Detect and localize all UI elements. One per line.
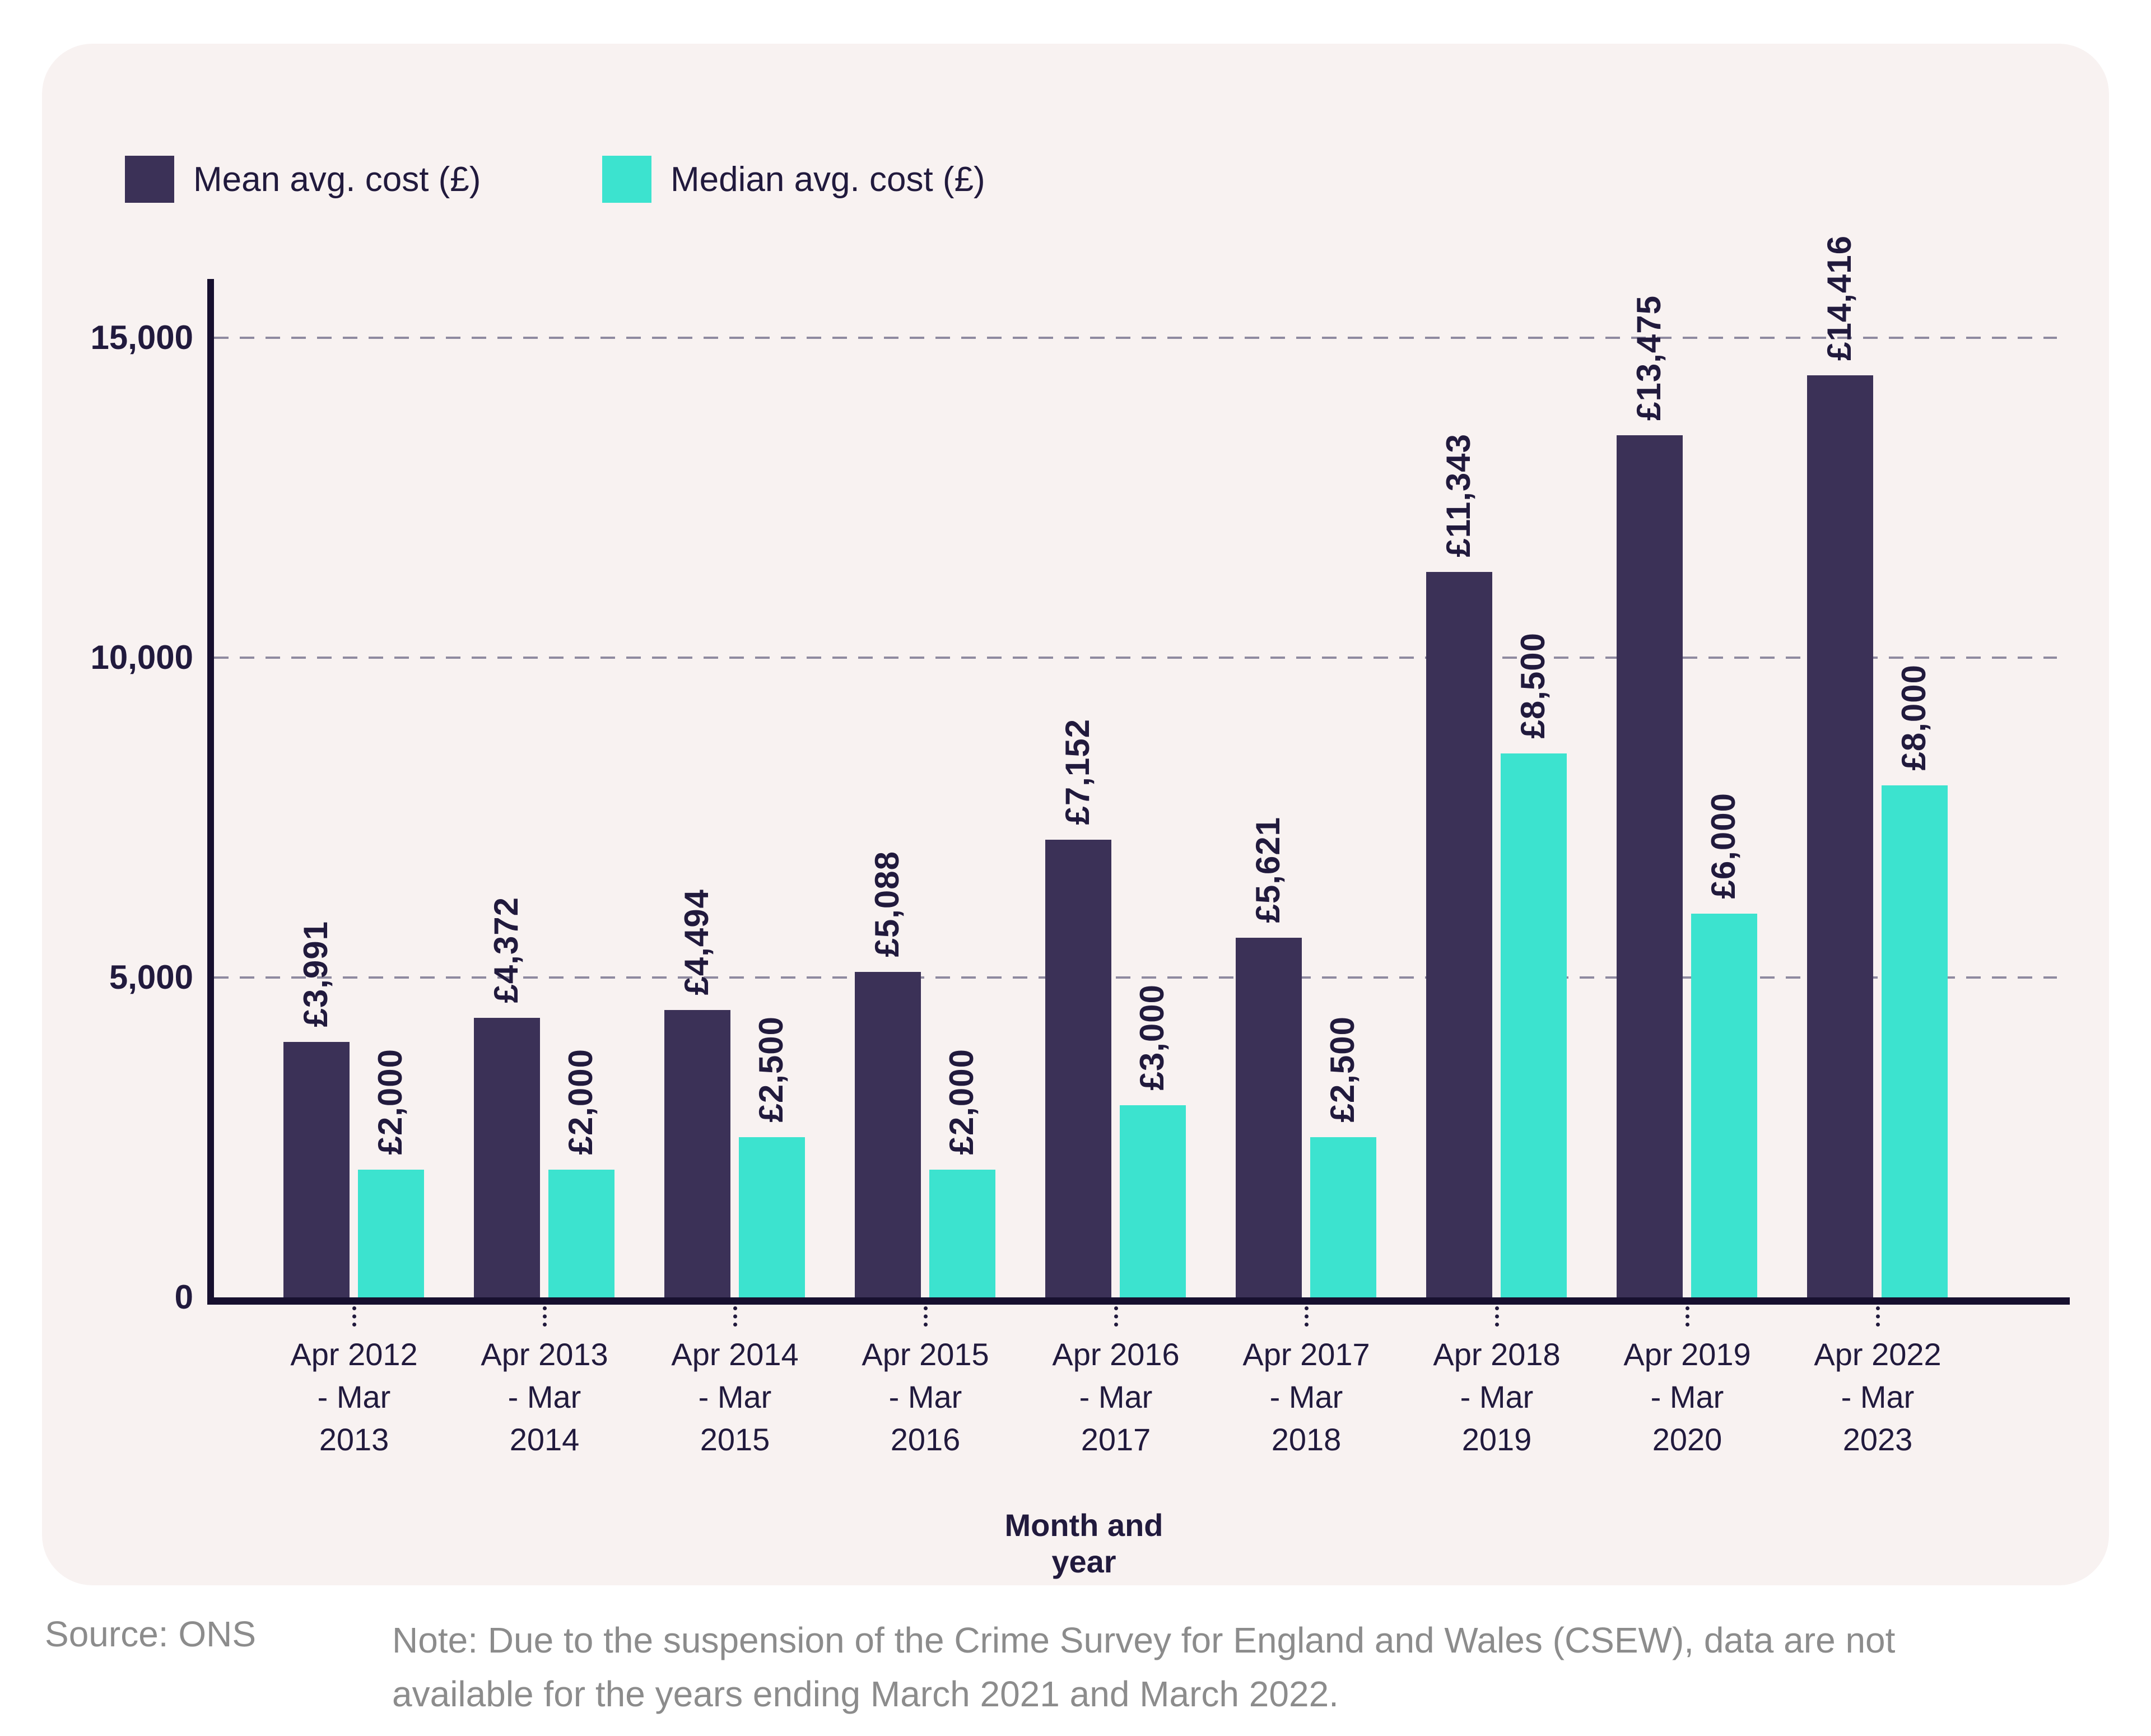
note-text: Note: Due to the suspension of the Crime…	[392, 1620, 1896, 1714]
bar-value-label: £4,494	[678, 889, 715, 995]
x-tick-mark	[1876, 1306, 1880, 1327]
x-tick-mark	[543, 1306, 547, 1327]
legend-item-median: Median avg. cost (£)	[602, 156, 985, 203]
x-tick-label: Apr 2013- Mar 2014	[481, 1337, 608, 1457]
x-tick-mark	[1305, 1306, 1309, 1327]
bar-value-label: £4,372	[487, 897, 525, 1003]
bar-median-2	[739, 1137, 805, 1297]
legend-item-mean: Mean avg. cost (£)	[125, 156, 481, 203]
x-tick-mark	[1114, 1306, 1118, 1327]
bar-mean-7	[1617, 435, 1683, 1297]
bar-value-label: £3,991	[297, 921, 334, 1027]
x-tick-mark	[1495, 1306, 1499, 1327]
bar-value-label: £14,416	[1821, 235, 1858, 361]
y-tick-label: 0	[174, 1278, 193, 1316]
bar-median-5	[1310, 1137, 1376, 1297]
x-tick-label: Apr 2019- Mar 2020	[1623, 1337, 1751, 1457]
bar-value-label: £2,000	[943, 1049, 980, 1155]
gridline-10,000	[214, 657, 2057, 659]
y-axis-line	[207, 279, 214, 1304]
x-tick-label: Apr 2022- Mar 2023	[1814, 1337, 1942, 1457]
bar-mean-5	[1236, 938, 1302, 1297]
x-tick-mark	[352, 1306, 356, 1327]
bar-mean-2	[664, 1010, 730, 1297]
bar-value-label: £2,000	[371, 1049, 409, 1155]
x-axis-line	[207, 1297, 2070, 1305]
y-tick-label: 5,000	[109, 958, 193, 996]
x-tick-mark	[1686, 1306, 1689, 1327]
bar-median-7	[1691, 914, 1757, 1297]
bar-mean-6	[1426, 572, 1492, 1297]
x-tick-label: Apr 2012- Mar 2013	[290, 1337, 418, 1457]
y-tick-label: 10,000	[90, 639, 193, 676]
chart-card: Mean avg. cost (£) Median avg. cost (£) …	[42, 44, 2109, 1585]
x-tick-mark	[924, 1306, 928, 1327]
bar-median-1	[548, 1170, 614, 1297]
x-tick-mark	[733, 1306, 737, 1327]
bar-value-label: £6,000	[1705, 793, 1742, 899]
gridline-5,000	[214, 976, 2057, 979]
legend-swatch-median	[602, 156, 651, 203]
bar-value-label: £3,000	[1133, 984, 1171, 1091]
source-text: Source: ONS	[45, 1614, 257, 1654]
gridline-15,000	[214, 337, 2057, 339]
bar-value-label: £5,088	[868, 851, 906, 957]
x-tick-label: Apr 2016- Mar 2017	[1052, 1337, 1180, 1457]
bar-value-label: £2,000	[562, 1049, 599, 1155]
bar-median-4	[1120, 1105, 1186, 1297]
bar-value-label: £2,500	[1324, 1016, 1361, 1123]
x-tick-label: Apr 2014- Mar 2015	[671, 1337, 799, 1457]
bar-value-label: £7,152	[1059, 719, 1096, 825]
x-tick-label: Apr 2017- Mar 2018	[1242, 1337, 1370, 1457]
bar-median-0	[358, 1170, 424, 1297]
x-axis-title: Month and year	[1004, 1507, 1163, 1579]
bar-value-label: £8,000	[1895, 664, 1933, 771]
bar-value-label: £5,621	[1249, 817, 1287, 923]
legend-swatch-mean	[125, 156, 174, 203]
bar-value-label: £2,500	[752, 1016, 790, 1123]
x-tick-label: Apr 2015- Mar 2016	[862, 1337, 989, 1457]
bar-mean-8	[1807, 375, 1873, 1297]
bar-mean-1	[474, 1018, 540, 1297]
bar-mean-0	[283, 1042, 350, 1297]
legend-label-median: Median avg. cost (£)	[671, 160, 985, 199]
bar-value-label: £11,343	[1440, 434, 1477, 557]
bar-value-label: £8,500	[1514, 632, 1552, 739]
legend-label-mean: Mean avg. cost (£)	[193, 160, 481, 199]
bar-mean-4	[1045, 840, 1111, 1297]
bar-median-6	[1501, 753, 1567, 1297]
bar-value-label: £13,475	[1630, 295, 1668, 421]
x-tick-label: Apr 2018- Mar 2019	[1433, 1337, 1561, 1457]
bar-median-8	[1882, 785, 1948, 1297]
y-tick-label: 15,000	[90, 319, 193, 356]
bar-median-3	[929, 1170, 995, 1297]
bar-mean-3	[855, 972, 921, 1297]
